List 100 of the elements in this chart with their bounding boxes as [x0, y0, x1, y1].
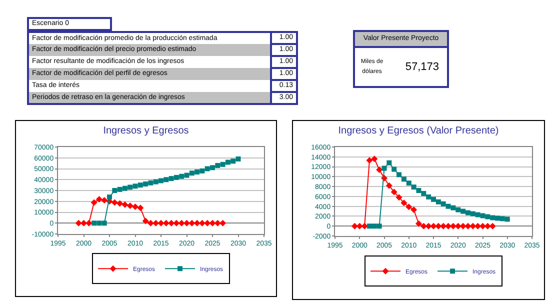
point — [209, 220, 216, 226]
point — [500, 216, 505, 222]
point — [454, 222, 462, 230]
point — [436, 199, 441, 204]
point — [153, 179, 158, 184]
point — [366, 157, 373, 164]
point — [189, 170, 194, 176]
point — [158, 220, 164, 226]
point — [184, 220, 190, 226]
point — [126, 202, 134, 209]
point — [111, 199, 118, 206]
point — [184, 172, 190, 178]
point — [406, 180, 412, 186]
point — [194, 170, 200, 175]
point — [416, 188, 422, 194]
point — [390, 188, 398, 196]
point — [194, 220, 200, 226]
point — [214, 220, 221, 226]
point — [415, 220, 422, 227]
point — [168, 220, 175, 226]
point — [361, 222, 368, 230]
point — [215, 162, 220, 168]
point — [75, 220, 82, 226]
point — [450, 222, 456, 230]
point — [230, 158, 236, 164]
point — [200, 168, 205, 174]
point — [401, 176, 406, 182]
point — [495, 216, 500, 221]
point — [440, 222, 447, 230]
point — [410, 206, 418, 214]
point — [465, 210, 470, 216]
point — [386, 182, 392, 189]
point — [162, 220, 170, 226]
point — [445, 222, 452, 230]
point — [400, 200, 408, 206]
point — [396, 194, 402, 201]
point — [376, 166, 383, 173]
point — [456, 207, 461, 212]
point — [132, 184, 138, 189]
point — [96, 196, 102, 202]
point — [430, 222, 437, 230]
point — [490, 215, 496, 220]
point — [188, 220, 196, 226]
point — [450, 205, 456, 210]
point — [173, 220, 180, 226]
point — [426, 194, 432, 200]
point — [128, 184, 133, 190]
point — [485, 214, 490, 220]
point — [396, 172, 402, 178]
point — [152, 220, 160, 226]
point — [179, 174, 184, 179]
point — [489, 222, 496, 230]
point — [376, 224, 382, 229]
point — [116, 200, 124, 207]
chart-title: Ingresos y Egresos — [103, 125, 189, 136]
point — [475, 212, 480, 218]
point — [96, 220, 102, 226]
point — [122, 201, 128, 208]
point — [431, 196, 436, 202]
chart-title: Ingresos y Egresos (Valor Presente) — [338, 125, 499, 136]
point — [484, 222, 491, 230]
point — [474, 222, 482, 230]
point — [392, 166, 397, 172]
point — [421, 190, 426, 196]
point — [366, 224, 372, 229]
point — [132, 204, 138, 210]
point — [80, 220, 87, 226]
point — [406, 204, 412, 210]
point — [420, 222, 427, 230]
point — [480, 222, 486, 230]
point — [178, 220, 185, 226]
point — [204, 166, 210, 172]
point — [164, 177, 169, 182]
point — [440, 201, 446, 206]
point — [168, 176, 174, 182]
point — [92, 220, 97, 226]
point — [174, 174, 179, 180]
point — [102, 220, 107, 226]
point — [137, 204, 144, 212]
point — [425, 222, 432, 230]
point — [356, 222, 363, 230]
point — [148, 180, 154, 186]
point — [107, 194, 112, 200]
point — [90, 199, 98, 206]
point — [411, 184, 416, 190]
point — [220, 220, 226, 226]
point — [351, 222, 358, 230]
point — [236, 156, 241, 162]
point — [86, 220, 92, 226]
point — [480, 213, 486, 218]
point — [122, 186, 128, 191]
point — [117, 186, 122, 192]
point — [204, 220, 211, 226]
point — [371, 156, 378, 162]
point — [470, 222, 476, 230]
point — [372, 224, 377, 229]
point — [198, 220, 206, 226]
point — [504, 216, 510, 222]
point — [460, 222, 466, 230]
point — [142, 218, 149, 224]
